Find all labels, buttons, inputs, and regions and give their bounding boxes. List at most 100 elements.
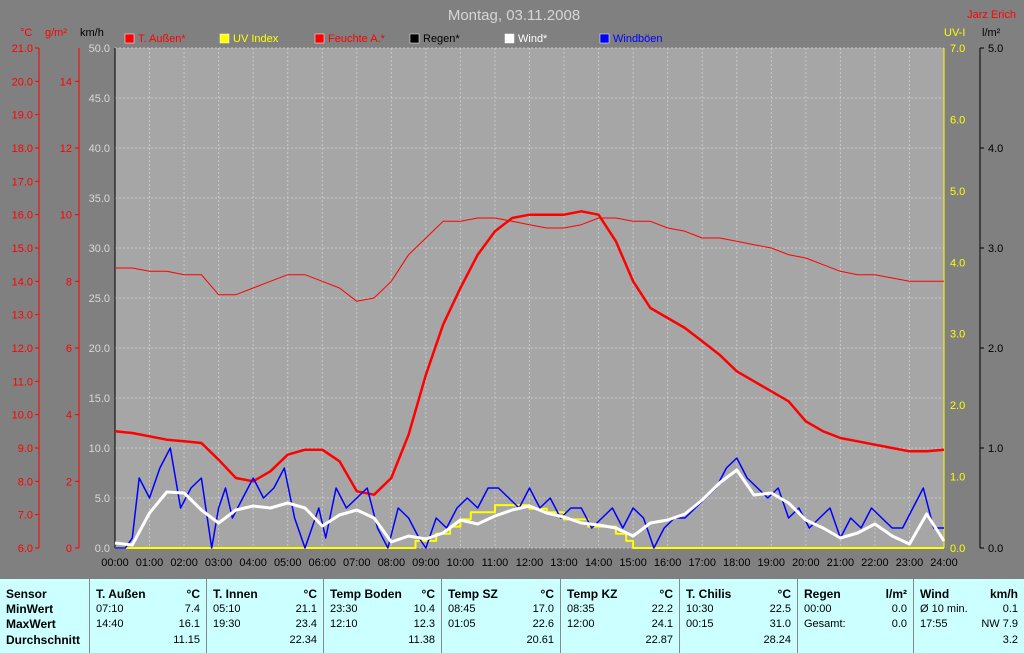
stats-column: Temp SZ °C 08:45 17.0 01:05 22.6 20.61 <box>441 579 560 653</box>
temp-tick-label: 13.0 <box>12 310 33 322</box>
humidity-tick-label: 6 <box>66 343 72 355</box>
stats-cell: 11.15 <box>173 634 200 646</box>
stats-cell: T. Außen <box>96 587 146 601</box>
x-tick-label: 11:00 <box>482 557 509 569</box>
stats-column: Temp KZ °C 08:35 22.2 12:00 24.1 22.87 <box>560 579 679 653</box>
rain-tick-label: 0.0 <box>988 543 1003 555</box>
stats-cell: MaxWert <box>6 617 56 631</box>
stats-cell: 17.0 <box>532 603 554 615</box>
stats-cell: 23.4 <box>295 618 317 630</box>
stats-cell: 17:55 <box>920 618 948 630</box>
stats-cell: 08:45 <box>448 603 476 615</box>
x-tick-label: 21:00 <box>827 557 855 569</box>
rain-tick-label: 2.0 <box>988 343 1003 355</box>
rain-tick-label: 5.0 <box>988 43 1003 55</box>
stats-cell: 12:10 <box>330 618 358 630</box>
stats-cell: 28.24 <box>763 634 791 646</box>
stats-cell: Sensor <box>6 587 47 601</box>
temp-tick-label: 16.0 <box>12 210 33 222</box>
wind-tick-label: 10.0 <box>89 443 110 455</box>
stats-cell: 22.34 <box>289 634 317 646</box>
stats-cell: 00:00 <box>804 603 832 615</box>
rain-tick-label: 1.0 <box>988 443 1003 455</box>
x-tick-label: 06:00 <box>308 557 336 569</box>
series-line-windböen <box>115 447 944 549</box>
series-line-wind <box>114 468 946 547</box>
wind-tick-label: 5.0 <box>95 493 110 505</box>
stats-cell: 7.4 <box>184 603 200 615</box>
stats-cell: °C <box>659 587 673 601</box>
uv-tick-label: 4.0 <box>950 257 965 269</box>
x-tick-label: 17:00 <box>688 557 716 569</box>
legend-swatch <box>314 33 325 44</box>
stats-cell: 19:30 <box>213 618 241 630</box>
uv-tick-label: 6.0 <box>950 114 965 126</box>
stats-cell: Durchschnitt <box>6 633 81 647</box>
temp-tick-label: 20.0 <box>12 76 33 88</box>
author-label: Jarz Erich <box>967 9 1016 21</box>
stats-cell: T. Chilis <box>686 587 732 601</box>
stats-cell: MinWert <box>6 602 54 616</box>
stats-cell: Wind <box>920 587 950 601</box>
x-tick-label: 15:00 <box>619 557 647 569</box>
stats-cell: 3.2 <box>1002 634 1018 646</box>
legend-label: Regen* <box>423 33 460 45</box>
x-tick-label: 18:00 <box>723 557 751 569</box>
stats-column: Sensor MinWert MaxWert Durchschnitt <box>0 579 89 653</box>
humidity-tick-label: 4 <box>66 410 72 422</box>
series-line-t-außen <box>114 210 945 496</box>
x-tick-label: 02:00 <box>170 557 198 569</box>
stats-column: T. Außen °C 07:10 7.4 14:40 16.1 11.15 <box>89 579 206 653</box>
temp-tick-label: 18.0 <box>12 143 33 155</box>
stats-cell: 12:00 <box>567 618 595 630</box>
wind-tick-label: 50.0 <box>89 43 110 55</box>
humidity-tick-label: 10 <box>60 210 72 222</box>
x-tick-label: 00:00 <box>101 557 129 569</box>
x-tick-label: 04:00 <box>239 557 267 569</box>
legend-swatch <box>124 33 135 44</box>
stats-cell: 01:05 <box>448 618 476 630</box>
legend-label: Windböen <box>613 33 663 45</box>
stats-cell: Temp KZ <box>567 587 618 601</box>
uv-tick-label: 5.0 <box>950 186 965 198</box>
legend-swatch <box>219 33 230 44</box>
x-tick-label: 13:00 <box>550 557 578 569</box>
stats-cell: Temp SZ <box>448 587 498 601</box>
stats-cell: 22.87 <box>645 634 673 646</box>
chart-title: Montag, 03.11.2008 <box>448 7 580 24</box>
stats-cell: 07:10 <box>96 603 124 615</box>
axis-unit-humidity: g/m² <box>45 27 67 39</box>
stats-cell: °C <box>303 587 317 601</box>
stats-cell: km/h <box>989 587 1018 601</box>
stats-table: Sensor MinWert MaxWert Durchschnitt T. Außen… <box>0 579 1024 653</box>
x-tick-label: 07:00 <box>343 557 371 569</box>
temp-tick-label: 6.0 <box>18 543 33 555</box>
legend-label: T. Außen* <box>138 33 186 45</box>
axis-unit-rain: l/m² <box>982 27 1001 39</box>
stats-cell: 22.5 <box>769 603 791 615</box>
stats-cell: 23:30 <box>330 603 358 615</box>
x-tick-label: 19:00 <box>758 557 786 569</box>
humidity-tick-label: 14 <box>60 76 72 88</box>
stats-cell: Ø 10 min. <box>920 603 968 615</box>
stats-cell: 0.0 <box>891 618 907 630</box>
stats-cell: 08:35 <box>567 603 595 615</box>
stats-cell: 00:15 <box>686 618 714 630</box>
temp-tick-label: 17.0 <box>12 176 33 188</box>
stats-cell: NW 7.9 <box>981 618 1018 630</box>
humidity-tick-label: 0 <box>66 543 72 555</box>
axis-unit-wind: km/h <box>80 27 104 39</box>
legend-label: Feuchte A.* <box>328 33 386 45</box>
stats-cell: 16.1 <box>178 618 200 630</box>
rain-tick-label: 4.0 <box>988 143 1003 155</box>
wind-tick-label: 15.0 <box>89 393 110 405</box>
legend-swatch <box>599 33 610 44</box>
legend-swatch <box>409 33 420 44</box>
stats-column: Wind km/h Ø 10 min. 0.1 17:55 NW 7.9 3.2 <box>913 579 1024 653</box>
stats-cell: 05:10 <box>213 603 241 615</box>
wind-tick-label: 35.0 <box>89 193 110 205</box>
wind-tick-label: 30.0 <box>89 243 110 255</box>
legend-swatch <box>504 33 515 44</box>
stats-cell: 31.0 <box>769 618 791 630</box>
uv-tick-label: 2.0 <box>950 400 965 412</box>
